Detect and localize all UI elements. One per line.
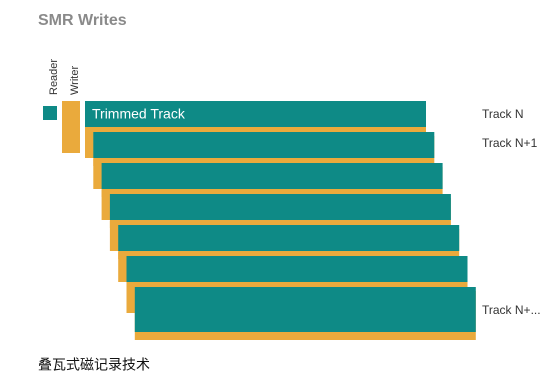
track <box>93 132 435 158</box>
track-overlap <box>93 159 104 189</box>
track-label: Track N+... <box>482 303 541 317</box>
track <box>126 256 468 282</box>
title: SMR Writes <box>38 12 127 29</box>
track <box>118 225 460 251</box>
track-overlap <box>109 221 120 251</box>
track <box>134 287 476 332</box>
track <box>101 163 443 189</box>
track-label: Track N+1 <box>482 136 538 150</box>
tracks <box>85 101 476 340</box>
track-overlap <box>126 283 137 313</box>
writer-head <box>62 101 80 153</box>
reader-head <box>43 106 57 120</box>
track-overlap <box>85 128 95 158</box>
track-overlap <box>101 190 112 220</box>
reader-label: Reader <box>48 59 60 95</box>
track <box>109 194 451 220</box>
writer-label: Writer <box>69 66 81 95</box>
trimmed-label: Trimmed Track <box>92 106 186 122</box>
track-label: Track N <box>482 107 524 121</box>
track <box>85 101 426 127</box>
caption: 叠瓦式磁记录技术 <box>38 357 150 373</box>
track-overlap <box>118 252 129 282</box>
